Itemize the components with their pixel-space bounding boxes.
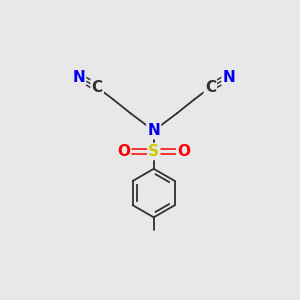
Text: S: S	[148, 144, 159, 159]
Text: N: N	[72, 70, 85, 85]
Text: O: O	[117, 144, 130, 159]
Text: C: C	[92, 80, 103, 95]
Text: O: O	[177, 144, 190, 159]
Text: N: N	[223, 70, 235, 85]
Text: C: C	[205, 80, 216, 95]
Text: N: N	[147, 123, 160, 138]
